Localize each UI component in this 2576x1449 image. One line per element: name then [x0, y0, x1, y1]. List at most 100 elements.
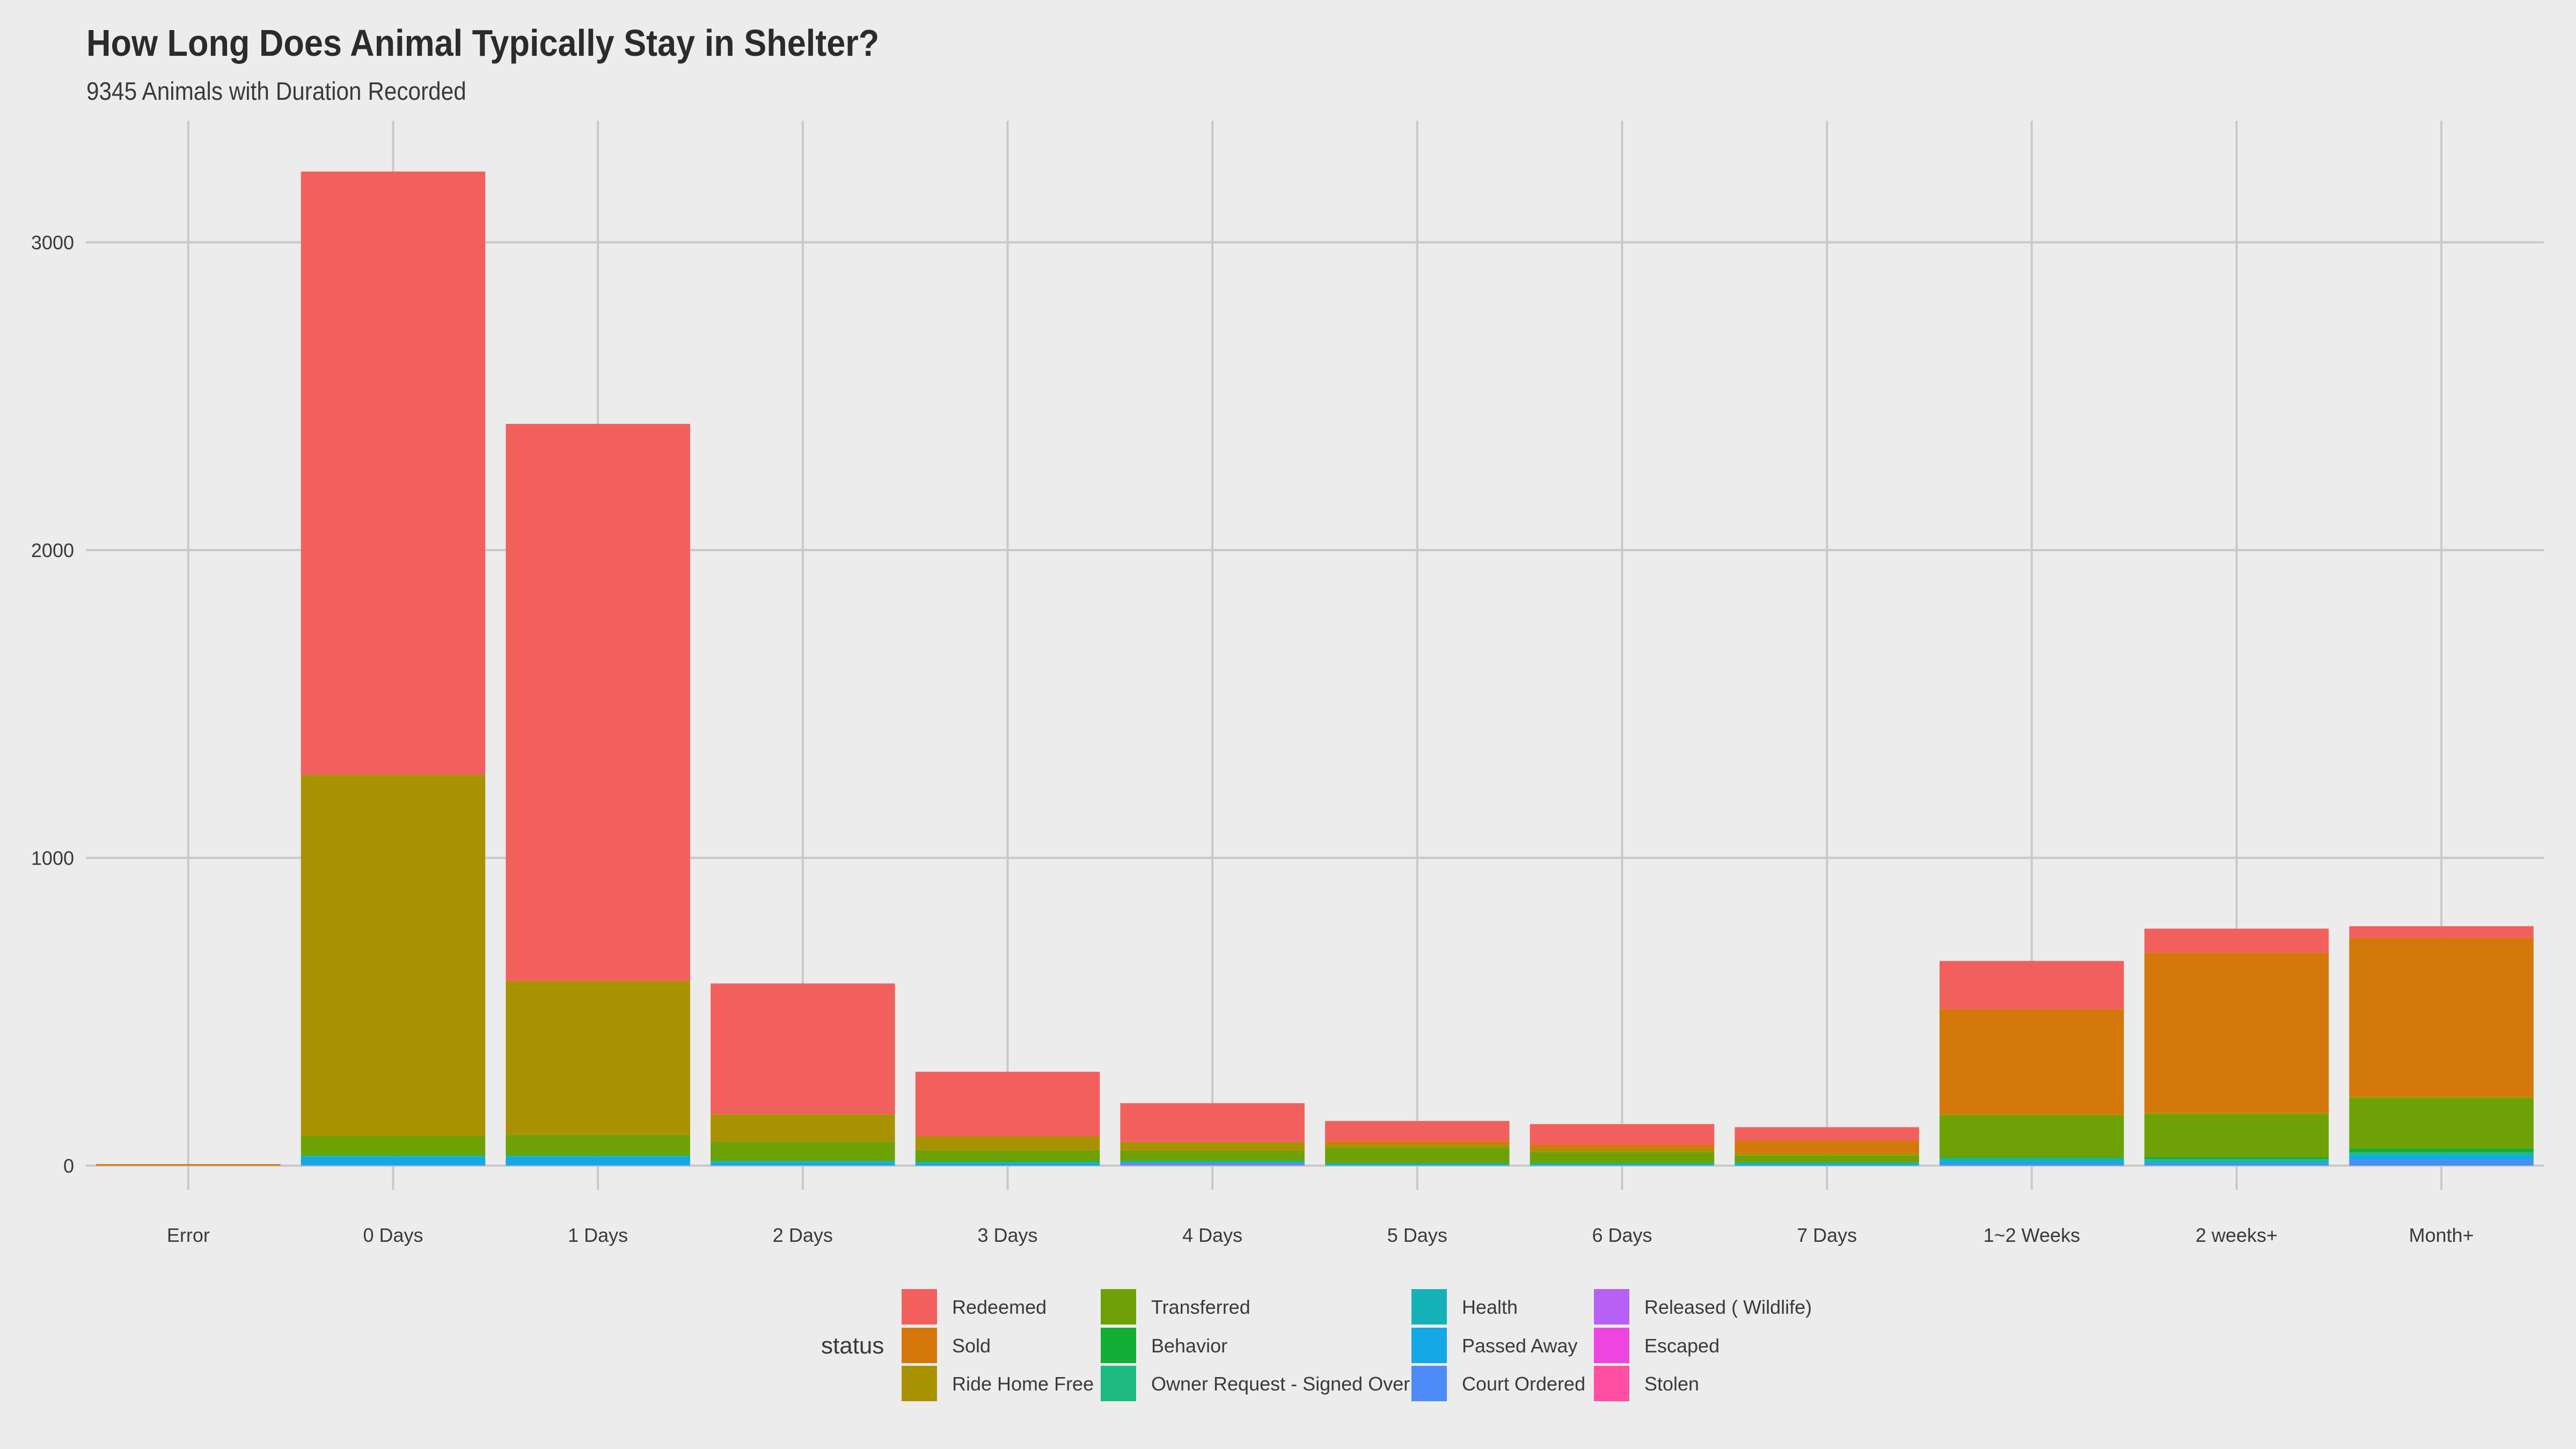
- bar-segment: [2349, 1152, 2534, 1154]
- bar-segment: [1529, 1124, 1715, 1145]
- legend-label: Sold: [952, 1335, 991, 1357]
- chart-subtitle: 9345 Animals with Duration Recorded: [86, 77, 466, 105]
- x-tick-label: Error: [167, 1224, 210, 1246]
- legend-swatch: [1101, 1366, 1136, 1401]
- bar-segment: [1940, 1158, 2124, 1160]
- chart-title: How Long Does Animal Typically Stay in S…: [86, 22, 880, 64]
- bar-segment: [1325, 1147, 1510, 1163]
- bar-segment: [301, 1157, 486, 1165]
- bar-segment: [915, 1136, 1100, 1151]
- legend-label: Court Ordered: [1462, 1373, 1585, 1395]
- bar-segment: [2349, 1096, 2534, 1098]
- bar-segment: [2144, 1159, 2329, 1161]
- bar-segment: [1325, 1144, 1510, 1148]
- bar-segment: [1735, 1127, 1919, 1140]
- bar-segment: [1735, 1155, 1919, 1162]
- bar-segment: [1735, 1162, 1919, 1163]
- bar-segment: [2349, 938, 2534, 1096]
- bar-segment: [1940, 1114, 2124, 1116]
- y-tick-label: 1000: [31, 847, 74, 869]
- bar-segment: [915, 1072, 1100, 1137]
- legend-swatch: [1101, 1328, 1136, 1363]
- legend-swatch: [902, 1289, 937, 1324]
- bar-segment: [2349, 1154, 2534, 1156]
- bar-segment: [1940, 1115, 2124, 1157]
- bar-segment: [2349, 926, 2534, 938]
- legend-label: Released ( Wildlife): [1644, 1296, 1812, 1318]
- legend-title: status: [821, 1333, 884, 1359]
- bar-segment: [96, 1164, 281, 1166]
- legend-swatch: [1101, 1289, 1136, 1324]
- bar-segment: [506, 1156, 690, 1158]
- legend-swatch: [1594, 1328, 1629, 1363]
- bar-segment: [506, 1155, 690, 1157]
- legend-label: Behavior: [1151, 1335, 1227, 1357]
- bar-segment: [711, 1160, 895, 1161]
- bar-segment: [1735, 1163, 1919, 1165]
- bar-segment: [1120, 1161, 1305, 1162]
- bar-segment: [506, 423, 690, 981]
- bar-segment: [2144, 1160, 2329, 1163]
- bar-segment: [506, 980, 690, 1135]
- legend-swatch: [1411, 1328, 1447, 1363]
- legend-label: Redeemed: [952, 1296, 1046, 1318]
- bar-segment: [1529, 1165, 1715, 1166]
- legend-label: Escaped: [1644, 1335, 1719, 1357]
- bar-segment: [711, 983, 895, 1115]
- bar-segment: [711, 1161, 895, 1162]
- bar-segment: [2349, 1097, 2534, 1149]
- bar-segment: [2144, 1157, 2329, 1159]
- x-tick-label: 7 Days: [1797, 1224, 1857, 1246]
- x-tick-label: 3 Days: [977, 1224, 1037, 1246]
- bar-segment: [1120, 1150, 1305, 1161]
- bar-segment: [506, 1135, 690, 1155]
- x-tick-label: 5 Days: [1387, 1224, 1447, 1246]
- bar-segment: [2144, 1114, 2329, 1158]
- bar-segment: [506, 1157, 690, 1165]
- x-tick-label: 1~2 Weeks: [1984, 1224, 2080, 1246]
- x-tick-label: Month+: [2409, 1224, 2474, 1246]
- x-tick-label: 1 Days: [568, 1224, 628, 1246]
- bar-segment: [915, 1163, 1100, 1166]
- legend-label: Transferred: [1151, 1296, 1250, 1318]
- bar-segment: [2349, 1148, 2534, 1153]
- legend-label: Stolen: [1644, 1373, 1699, 1395]
- bar-segment: [2144, 928, 2329, 953]
- bar-segment: [1529, 1163, 1715, 1165]
- bar-segment: [301, 774, 486, 1137]
- bar-segment: [2144, 1113, 2329, 1115]
- bar-segment: [2349, 1155, 2534, 1160]
- y-tick-label: 2000: [31, 539, 74, 561]
- x-tick-label: 6 Days: [1592, 1224, 1652, 1246]
- legend-label: Owner Request - Signed Over: [1151, 1373, 1410, 1395]
- bar-segment: [1120, 1141, 1305, 1151]
- legend-label: Passed Away: [1462, 1335, 1577, 1357]
- bar-segment: [1940, 961, 2124, 1009]
- legend-swatch: [1411, 1366, 1447, 1401]
- bar-segment: [301, 171, 486, 775]
- bar-segment: [506, 1165, 690, 1166]
- bar-segment: [711, 1162, 895, 1165]
- legend-swatch: [902, 1366, 937, 1401]
- legend-swatch: [1411, 1289, 1447, 1324]
- y-tick-label: 3000: [31, 232, 74, 254]
- bar-segment: [301, 1156, 486, 1158]
- bar-segment: [711, 1141, 895, 1161]
- bar-segment: [1940, 1161, 2124, 1165]
- bar-segment: [1120, 1103, 1305, 1142]
- legend-swatch: [1594, 1289, 1629, 1324]
- bar-segment: [1325, 1164, 1510, 1165]
- bar-segment: [1120, 1165, 1305, 1166]
- bar-segment: [1529, 1144, 1715, 1150]
- bar-segment: [915, 1161, 1100, 1162]
- legend-swatch: [902, 1328, 937, 1363]
- legend-label: Health: [1462, 1296, 1518, 1318]
- bar-segment: [1529, 1152, 1715, 1163]
- bar-segment: [1529, 1149, 1715, 1152]
- x-tick-label: 2 weeks+: [2196, 1224, 2278, 1246]
- bar-segment: [1325, 1165, 1510, 1166]
- bar-segment: [1325, 1141, 1510, 1145]
- bar-segment: [1325, 1163, 1510, 1165]
